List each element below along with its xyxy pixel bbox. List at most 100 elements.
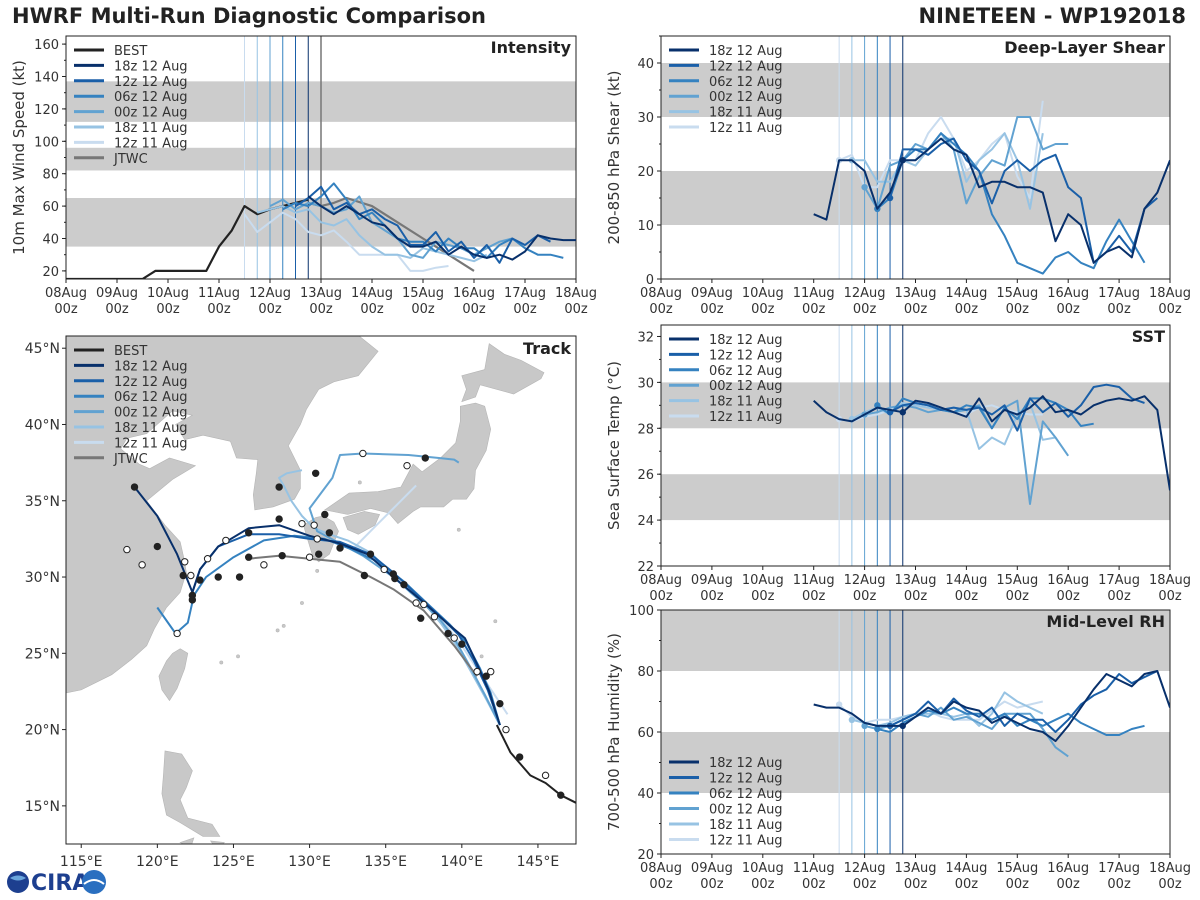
series-line-06z-12-aug — [876, 132, 1146, 275]
y-tick-label: 24 — [637, 514, 654, 529]
land-islet — [493, 619, 498, 624]
chart-panel-sst: 22242628303208Aug00z09Aug00z10Aug00z11Au… — [605, 324, 1191, 604]
x-tick-label-date: 10Aug — [742, 861, 784, 876]
lon-tick-label: 145°E — [517, 854, 560, 870]
chart-panel-intensity: 2040608010012014016008Aug00z09Aug00z10Au… — [10, 35, 597, 317]
x-tick-label-date: 08Aug — [640, 286, 682, 301]
x-tick-label-date: 10Aug — [742, 286, 784, 301]
x-tick-label-hour: 00z — [1057, 302, 1081, 317]
y-tick-label: 160 — [34, 38, 59, 53]
track-marker-filled — [515, 753, 524, 761]
land-islet — [236, 654, 240, 659]
x-tick-label-hour: 00z — [1006, 589, 1030, 604]
x-tick-label-hour: 00z — [751, 877, 775, 892]
chart-title-right: NINETEEN - WP192018 — [918, 4, 1186, 28]
legend-label: 00z 12 Aug — [709, 379, 783, 394]
track-marker-open — [450, 634, 458, 642]
y-tick-label: 20 — [637, 848, 654, 863]
legend-label: JTWC — [113, 152, 148, 167]
track-marker-open — [203, 555, 212, 563]
legend-label: 12z 11 Aug — [709, 834, 783, 849]
land-group — [66, 336, 545, 844]
land-islet — [315, 569, 320, 573]
x-tick-label-date: 11Aug — [793, 286, 835, 301]
x-tick-label-date: 14Aug — [945, 861, 987, 876]
land-taiwan — [158, 648, 189, 702]
y-tick-label: 100 — [34, 135, 59, 150]
logo-badge-icon — [82, 870, 106, 894]
track-marker-filled — [179, 571, 187, 580]
x-tick-label-hour: 00z — [1057, 589, 1081, 604]
legend-label: 06z 12 Aug — [709, 364, 783, 379]
x-tick-label-date: 17Aug — [504, 286, 546, 301]
y-tick-label: 40 — [42, 233, 59, 248]
x-tick-label-hour: 00z — [700, 877, 724, 892]
legend-label: 12z 11 Aug — [709, 410, 783, 425]
track-marker-filled — [153, 542, 162, 551]
track-marker-open — [222, 536, 230, 545]
track-marker-filled — [275, 483, 283, 491]
track-marker-filled — [321, 510, 329, 519]
legend-label: 12z 11 Aug — [114, 136, 188, 151]
y-tick-label: 60 — [637, 726, 654, 741]
run-start-dot — [899, 157, 906, 164]
land-honshu — [324, 402, 492, 525]
logo-globe-icon — [7, 871, 29, 893]
legend-label: 18z 12 Aug — [114, 359, 188, 374]
x-tick-label-date: 12Aug — [249, 286, 291, 301]
x-tick-label-hour: 00z — [802, 302, 826, 317]
track-marker-open — [412, 599, 420, 607]
track-marker-filled — [188, 596, 197, 604]
series-line-18z-12-aug — [307, 195, 576, 261]
panel-title: Deep-Layer Shear — [1004, 38, 1165, 57]
x-tick-label-date: 15Aug — [996, 286, 1038, 301]
x-tick-label-date: 12Aug — [844, 573, 886, 588]
x-tick-label-date: 11Aug — [793, 861, 835, 876]
lon-tick-label: 130°E — [288, 854, 331, 870]
x-tick-label-date: 08Aug — [640, 861, 682, 876]
x-tick-label-hour: 00z — [207, 302, 231, 317]
track-marker-filled — [366, 550, 375, 558]
track-marker-filled — [482, 672, 490, 680]
y-tick-label: 30 — [637, 376, 654, 391]
y-tick-label: 22 — [637, 560, 654, 575]
track-marker-open — [138, 561, 146, 569]
track-marker-open — [430, 612, 439, 621]
track-group — [123, 449, 576, 804]
track-line-jtwc — [248, 554, 478, 677]
series-line-jtwc — [308, 196, 475, 272]
chart-panel-track: 115°E 120°E 125°E 130°E 135°E 140°E 145°E 15°N 2… — [25, 335, 577, 870]
lon-tick-label: 135°E — [364, 854, 407, 870]
legend-label: 12z 12 Aug — [114, 75, 188, 90]
x-tick-label-hour: 00z — [955, 302, 979, 317]
y-tick-label: 40 — [637, 787, 654, 802]
track-line-18z-12-aug — [133, 486, 501, 726]
lat-tick-label: 30°N — [25, 570, 60, 586]
series-line-18z-11-aug — [851, 691, 1044, 727]
track-marker-open — [310, 521, 318, 529]
x-tick-label-date: 15Aug — [996, 861, 1038, 876]
x-tick-label-hour: 00z — [649, 877, 673, 892]
land-islet — [281, 623, 286, 628]
x-tick-label-hour: 00z — [904, 302, 928, 317]
lon-tick-label: 120°E — [136, 854, 179, 870]
land-mainland — [66, 336, 379, 694]
x-tick-label-hour: 00z — [1107, 877, 1131, 892]
y-tick-label: 26 — [637, 468, 654, 483]
x-tick-label-hour: 00z — [105, 302, 129, 317]
lat-tick-label: 20°N — [25, 723, 60, 739]
land-islet — [275, 628, 280, 633]
track-marker-filled — [244, 553, 253, 561]
lat-tick-label: 25°N — [25, 646, 60, 662]
x-tick-label-hour: 00z — [1057, 877, 1081, 892]
x-tick-label-date: 09Aug — [96, 286, 138, 301]
track-marker-open — [473, 667, 481, 676]
shaded-band — [661, 732, 1170, 793]
x-tick-label-hour: 00z — [700, 302, 724, 317]
y-axis-label: 700-500 hPa Humidity (%) — [605, 633, 623, 831]
track-line-00z-12-aug — [308, 452, 501, 726]
track-marker-filled — [444, 629, 452, 638]
x-tick-label-hour: 00z — [1006, 302, 1030, 317]
track-line-18z-11-aug — [278, 469, 501, 726]
x-tick-label-date: 09Aug — [691, 861, 733, 876]
